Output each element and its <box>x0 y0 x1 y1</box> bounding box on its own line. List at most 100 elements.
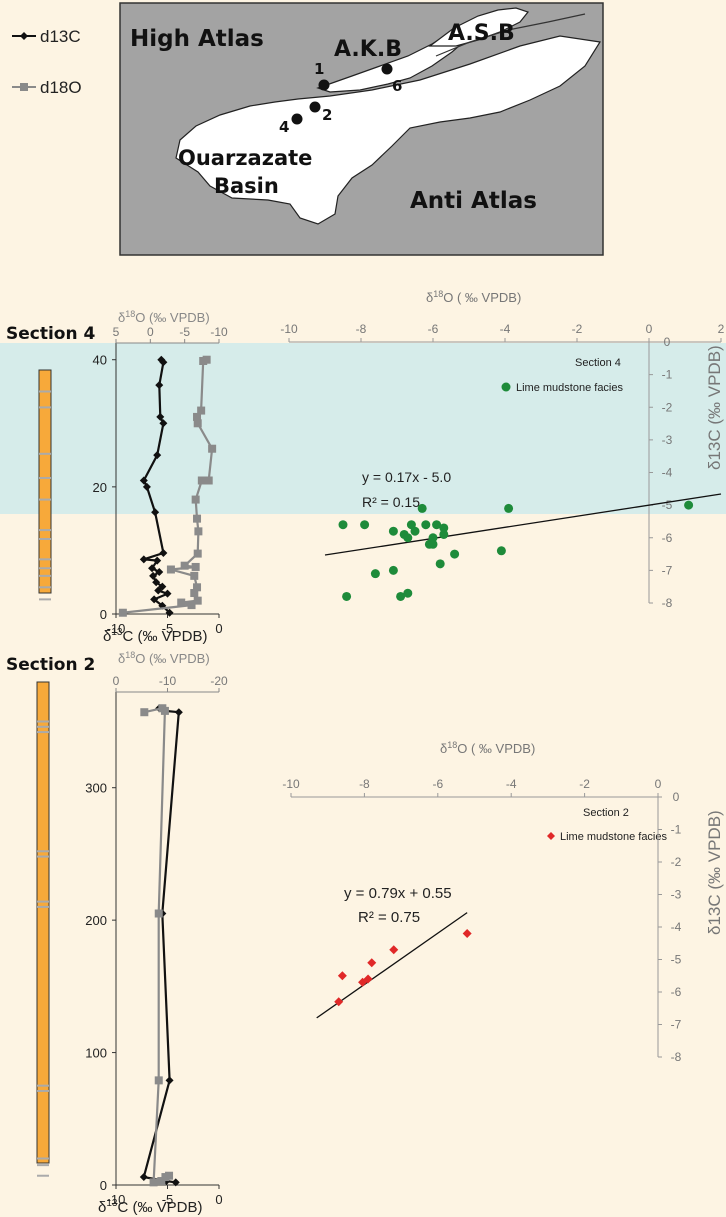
section4-crossplot-x-title: δ18O ( ‰ VPDB) <box>426 289 521 305</box>
x-tick-label: -8 <box>359 777 370 791</box>
d18o-point <box>197 476 206 485</box>
y-tick-label: -3 <box>662 433 673 447</box>
legend-item-d13c: d13C <box>12 27 81 46</box>
d18o-point <box>193 419 202 428</box>
d18o-point <box>194 527 203 536</box>
section4-legend-title: Section 4 <box>575 357 621 369</box>
d18o-point <box>166 565 175 574</box>
map-label-high-atlas: High Atlas <box>130 26 264 52</box>
x-bottom-tick-label: 0 <box>215 621 222 636</box>
d13c-point <box>153 556 162 565</box>
x-top-tick-label: -10 <box>159 674 177 688</box>
x-bottom-tick-label: -10 <box>107 1192 126 1207</box>
y-tick-label: -8 <box>671 1050 682 1064</box>
section4-profile-top-axis-title: δ18O (‰ VPDB) <box>118 309 210 325</box>
x-bottom-tick-label: -5 <box>162 1192 174 1207</box>
x-tick-label: -10 <box>280 322 298 336</box>
y-tick-label: 0 <box>673 790 680 804</box>
x-tick-label: 2 <box>718 322 725 336</box>
data-point <box>428 533 438 543</box>
y-tick-label: -7 <box>662 563 673 577</box>
map-label-basin-line2: Basin <box>214 174 279 198</box>
y-tick-label: -3 <box>671 888 682 902</box>
x-top-tick-label: 0 <box>147 325 154 339</box>
d18o-point <box>190 571 199 580</box>
section4-profile-chart: δ18O (‰ VPDB) δ13C (‰ VPDB) 0 20 40 -10 -5 0 5… <box>38 309 228 645</box>
location-map: High Atlas A.K.B A.S.B Ouarzazate Basin … <box>119 2 604 256</box>
section2-profile-bottom-axis-title: δ13C (‰ VPDB) <box>98 1198 203 1216</box>
d13c-point <box>149 571 158 580</box>
ouarzazate-basin-shape <box>175 35 601 225</box>
d18o-point <box>187 601 196 610</box>
y-tick-label: -2 <box>662 400 673 414</box>
x-tick-label: -2 <box>579 777 590 791</box>
x-tick-label: 0 <box>646 322 653 336</box>
data-point <box>403 588 413 598</box>
section4-crossplot-y-title: δ13C (‰ VPDB) <box>705 345 724 470</box>
legend-d18o-label: d18O <box>40 78 82 97</box>
y-tick-label: -5 <box>671 953 682 967</box>
d13c-point <box>139 555 148 564</box>
data-point <box>439 523 449 533</box>
section4-profile-bottom-axis-title: δ13C (‰ VPDB) <box>103 627 208 645</box>
d18o-point <box>157 1177 166 1186</box>
data-point <box>410 526 420 536</box>
d13c-point <box>155 568 164 577</box>
d13c-point <box>156 412 165 421</box>
fault-line <box>435 13 586 57</box>
data-point <box>388 565 398 575</box>
site-2-label: 2 <box>322 106 332 124</box>
y-tick-label: 200 <box>85 913 107 928</box>
d13c-point <box>142 482 151 491</box>
y-tick-label: -6 <box>662 531 673 545</box>
map-label-anti-atlas: Anti Atlas <box>410 188 537 214</box>
data-point <box>435 559 445 569</box>
y-tick-label: 300 <box>85 781 107 796</box>
d13c-point <box>174 708 183 717</box>
section2-crossplot-x-title: δ18O ( ‰ VPDB) <box>440 740 535 756</box>
lithology-column-orange <box>36 681 50 1164</box>
data-point <box>338 520 348 530</box>
y-tick-label: -2 <box>671 855 682 869</box>
data-point <box>439 529 449 539</box>
x-tick-label: -4 <box>500 322 511 336</box>
d13c-point <box>155 381 164 390</box>
d13c-point <box>139 476 148 485</box>
series-line-d13c <box>142 359 171 614</box>
section2-r2: R² = 0.75 <box>358 909 420 926</box>
data-point <box>496 546 506 556</box>
map-label-akb: A.K.B <box>334 37 402 62</box>
data-point <box>358 977 368 987</box>
site-6-label: 6 <box>392 77 402 95</box>
d18o-point <box>193 549 202 558</box>
data-point <box>450 549 460 559</box>
section2-equation: y = 0.79x + 0.55 <box>344 885 452 902</box>
x-top-tick-label: -10 <box>210 325 228 339</box>
section2-legend-label: Lime mudstone facies <box>560 831 667 843</box>
x-bottom-tick-label: -5 <box>162 621 174 636</box>
d13c-point <box>163 589 172 598</box>
data-point <box>403 533 413 543</box>
d13c-point <box>153 451 162 460</box>
legend-d18o-marker <box>20 83 28 91</box>
section2-profile-top-axis-title: δ18O (‰ VPDB) <box>118 650 210 666</box>
site-1-label: 1 <box>314 60 324 78</box>
y-tick-label: 0 <box>100 607 107 622</box>
series-line-d13c <box>142 707 180 1184</box>
map-label-basin-line1: Ouarzazate <box>178 146 312 170</box>
y-tick-label: -4 <box>671 920 682 934</box>
legend-d13c-marker <box>20 32 28 40</box>
d18o-point <box>193 596 202 605</box>
site-4-label: 4 <box>279 118 289 136</box>
d18o-point <box>154 909 163 918</box>
d18o-point <box>160 706 169 715</box>
x-top-tick-label: 0 <box>113 674 120 688</box>
section4-equation: y = 0.17x - 5.0 <box>362 469 451 485</box>
d13c-point <box>152 578 161 587</box>
map-label-asb: A.S.B <box>448 21 515 46</box>
d18o-point <box>193 412 202 421</box>
data-point <box>421 520 431 530</box>
section4-legend-label: Lime mudstone facies <box>516 382 623 394</box>
data-point <box>396 591 406 601</box>
y-tick-label: -8 <box>662 596 673 610</box>
